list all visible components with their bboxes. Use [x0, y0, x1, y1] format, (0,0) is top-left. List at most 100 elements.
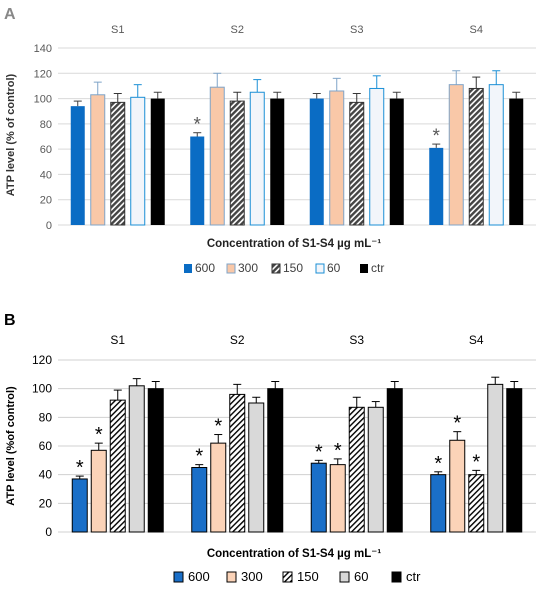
legend-label: 600: [195, 261, 215, 275]
y-tick-label: 60: [40, 144, 52, 156]
legend-label: 600: [188, 569, 210, 584]
error-bar: [392, 91, 401, 99]
error-bar: [352, 93, 361, 103]
y-tick-label: 60: [39, 439, 53, 453]
error-bar: [472, 76, 481, 89]
bar: [468, 474, 485, 533]
panel-b-y-tick-labels: 0 20 40 60 80 100 120: [32, 353, 52, 539]
legend-swatch: [184, 264, 192, 273]
category-label: S3: [349, 333, 364, 347]
bar: [309, 98, 324, 225]
significance-star: *: [214, 416, 222, 438]
y-tick-label: 140: [34, 43, 52, 55]
panel-a-category-labels: S1 S2 S3 S4: [111, 24, 483, 36]
category-label: S1: [111, 24, 124, 36]
error-bar: [352, 396, 361, 408]
bar: [90, 449, 107, 533]
legend-label: 300: [241, 569, 263, 584]
error-bar: [93, 81, 102, 95]
significance-star: *: [76, 457, 84, 479]
legend-swatch: [173, 571, 184, 583]
y-tick-label: 40: [40, 169, 52, 181]
bar: [389, 98, 404, 225]
error-bar: [434, 471, 443, 475]
error-bar: [75, 475, 84, 479]
significance-star: *: [95, 424, 103, 446]
panel-b-category-labels: S1 S2 S3 S4: [110, 333, 484, 347]
error-bar: [253, 79, 262, 93]
bar: [210, 442, 227, 533]
significance-star: *: [194, 115, 202, 136]
significance-star: *: [453, 413, 461, 435]
legend-item: ctr: [360, 261, 384, 275]
error-bar: [390, 381, 399, 389]
panel-a-y-tick-labels: 0 20 40 60 80 100 120 140: [34, 43, 52, 232]
bar: [506, 388, 523, 533]
error-bar: [233, 383, 242, 395]
bar: [229, 100, 245, 226]
y-tick-label: 120: [32, 353, 52, 367]
error-bar: [195, 464, 204, 468]
panel-b-legend: 600 300 150 60 ctr: [173, 569, 421, 584]
category-label: S3: [350, 24, 363, 36]
error-bar: [452, 70, 461, 85]
bar: [249, 91, 265, 226]
legend-item: 150: [282, 569, 319, 584]
legend-swatch: [360, 264, 368, 273]
panel-a-legend: 600 300 150 60 ctr: [184, 261, 384, 275]
bar: [248, 402, 265, 533]
legend-item: 600: [173, 569, 210, 584]
bar: [509, 98, 524, 225]
bar: [229, 393, 246, 533]
error-bar: [512, 91, 521, 99]
legend-label: 60: [354, 569, 368, 584]
panel-a-bars: [70, 70, 524, 226]
legend-label: 150: [297, 569, 319, 584]
legend-item: ctr: [391, 569, 421, 584]
bar: [71, 478, 88, 533]
y-tick-label: 20: [40, 195, 52, 207]
error-bar: [273, 91, 282, 99]
error-bar: [314, 459, 323, 464]
category-label: S1: [110, 333, 125, 347]
bar: [270, 98, 285, 225]
error-bar: [133, 84, 142, 98]
error-bar: [491, 376, 500, 385]
error-bar: [472, 469, 481, 475]
error-bar: [453, 431, 462, 441]
panel-b-y-axis-label: ATP level (%of control): [5, 386, 17, 506]
bar: [367, 406, 384, 533]
y-tick-label: 100: [34, 94, 52, 106]
legend-item: 150: [271, 261, 303, 275]
legend-label: ctr: [406, 569, 421, 584]
legend-swatch: [282, 571, 293, 583]
bar: [267, 388, 284, 533]
panel-b-x-axis-label: Concentration of S1-S4 µg mL⁻¹: [207, 548, 382, 560]
y-tick-label: 40: [39, 468, 53, 482]
legend-label: 150: [283, 261, 303, 275]
y-tick-label: 20: [39, 496, 53, 510]
y-tick-label: 120: [34, 68, 52, 80]
y-tick-label: 0: [46, 220, 52, 232]
bar: [150, 98, 165, 225]
error-bar: [271, 381, 280, 389]
legend-label: 300: [238, 261, 258, 275]
legend-item: 60: [339, 569, 368, 584]
bar: [109, 399, 126, 533]
error-bar: [113, 93, 122, 103]
error-bar: [193, 132, 202, 137]
legend-item: 300: [226, 261, 258, 275]
error-bar: [73, 100, 82, 107]
error-bar: [113, 389, 122, 401]
error-bar: [153, 91, 162, 99]
bar: [329, 464, 346, 533]
category-label: S4: [469, 333, 484, 347]
bar: [468, 87, 484, 226]
bar: [147, 388, 164, 533]
legend-item: 600: [184, 261, 215, 275]
error-bar: [151, 381, 160, 389]
error-bar: [214, 434, 223, 444]
category-label: S2: [230, 333, 245, 347]
bar: [209, 86, 225, 226]
